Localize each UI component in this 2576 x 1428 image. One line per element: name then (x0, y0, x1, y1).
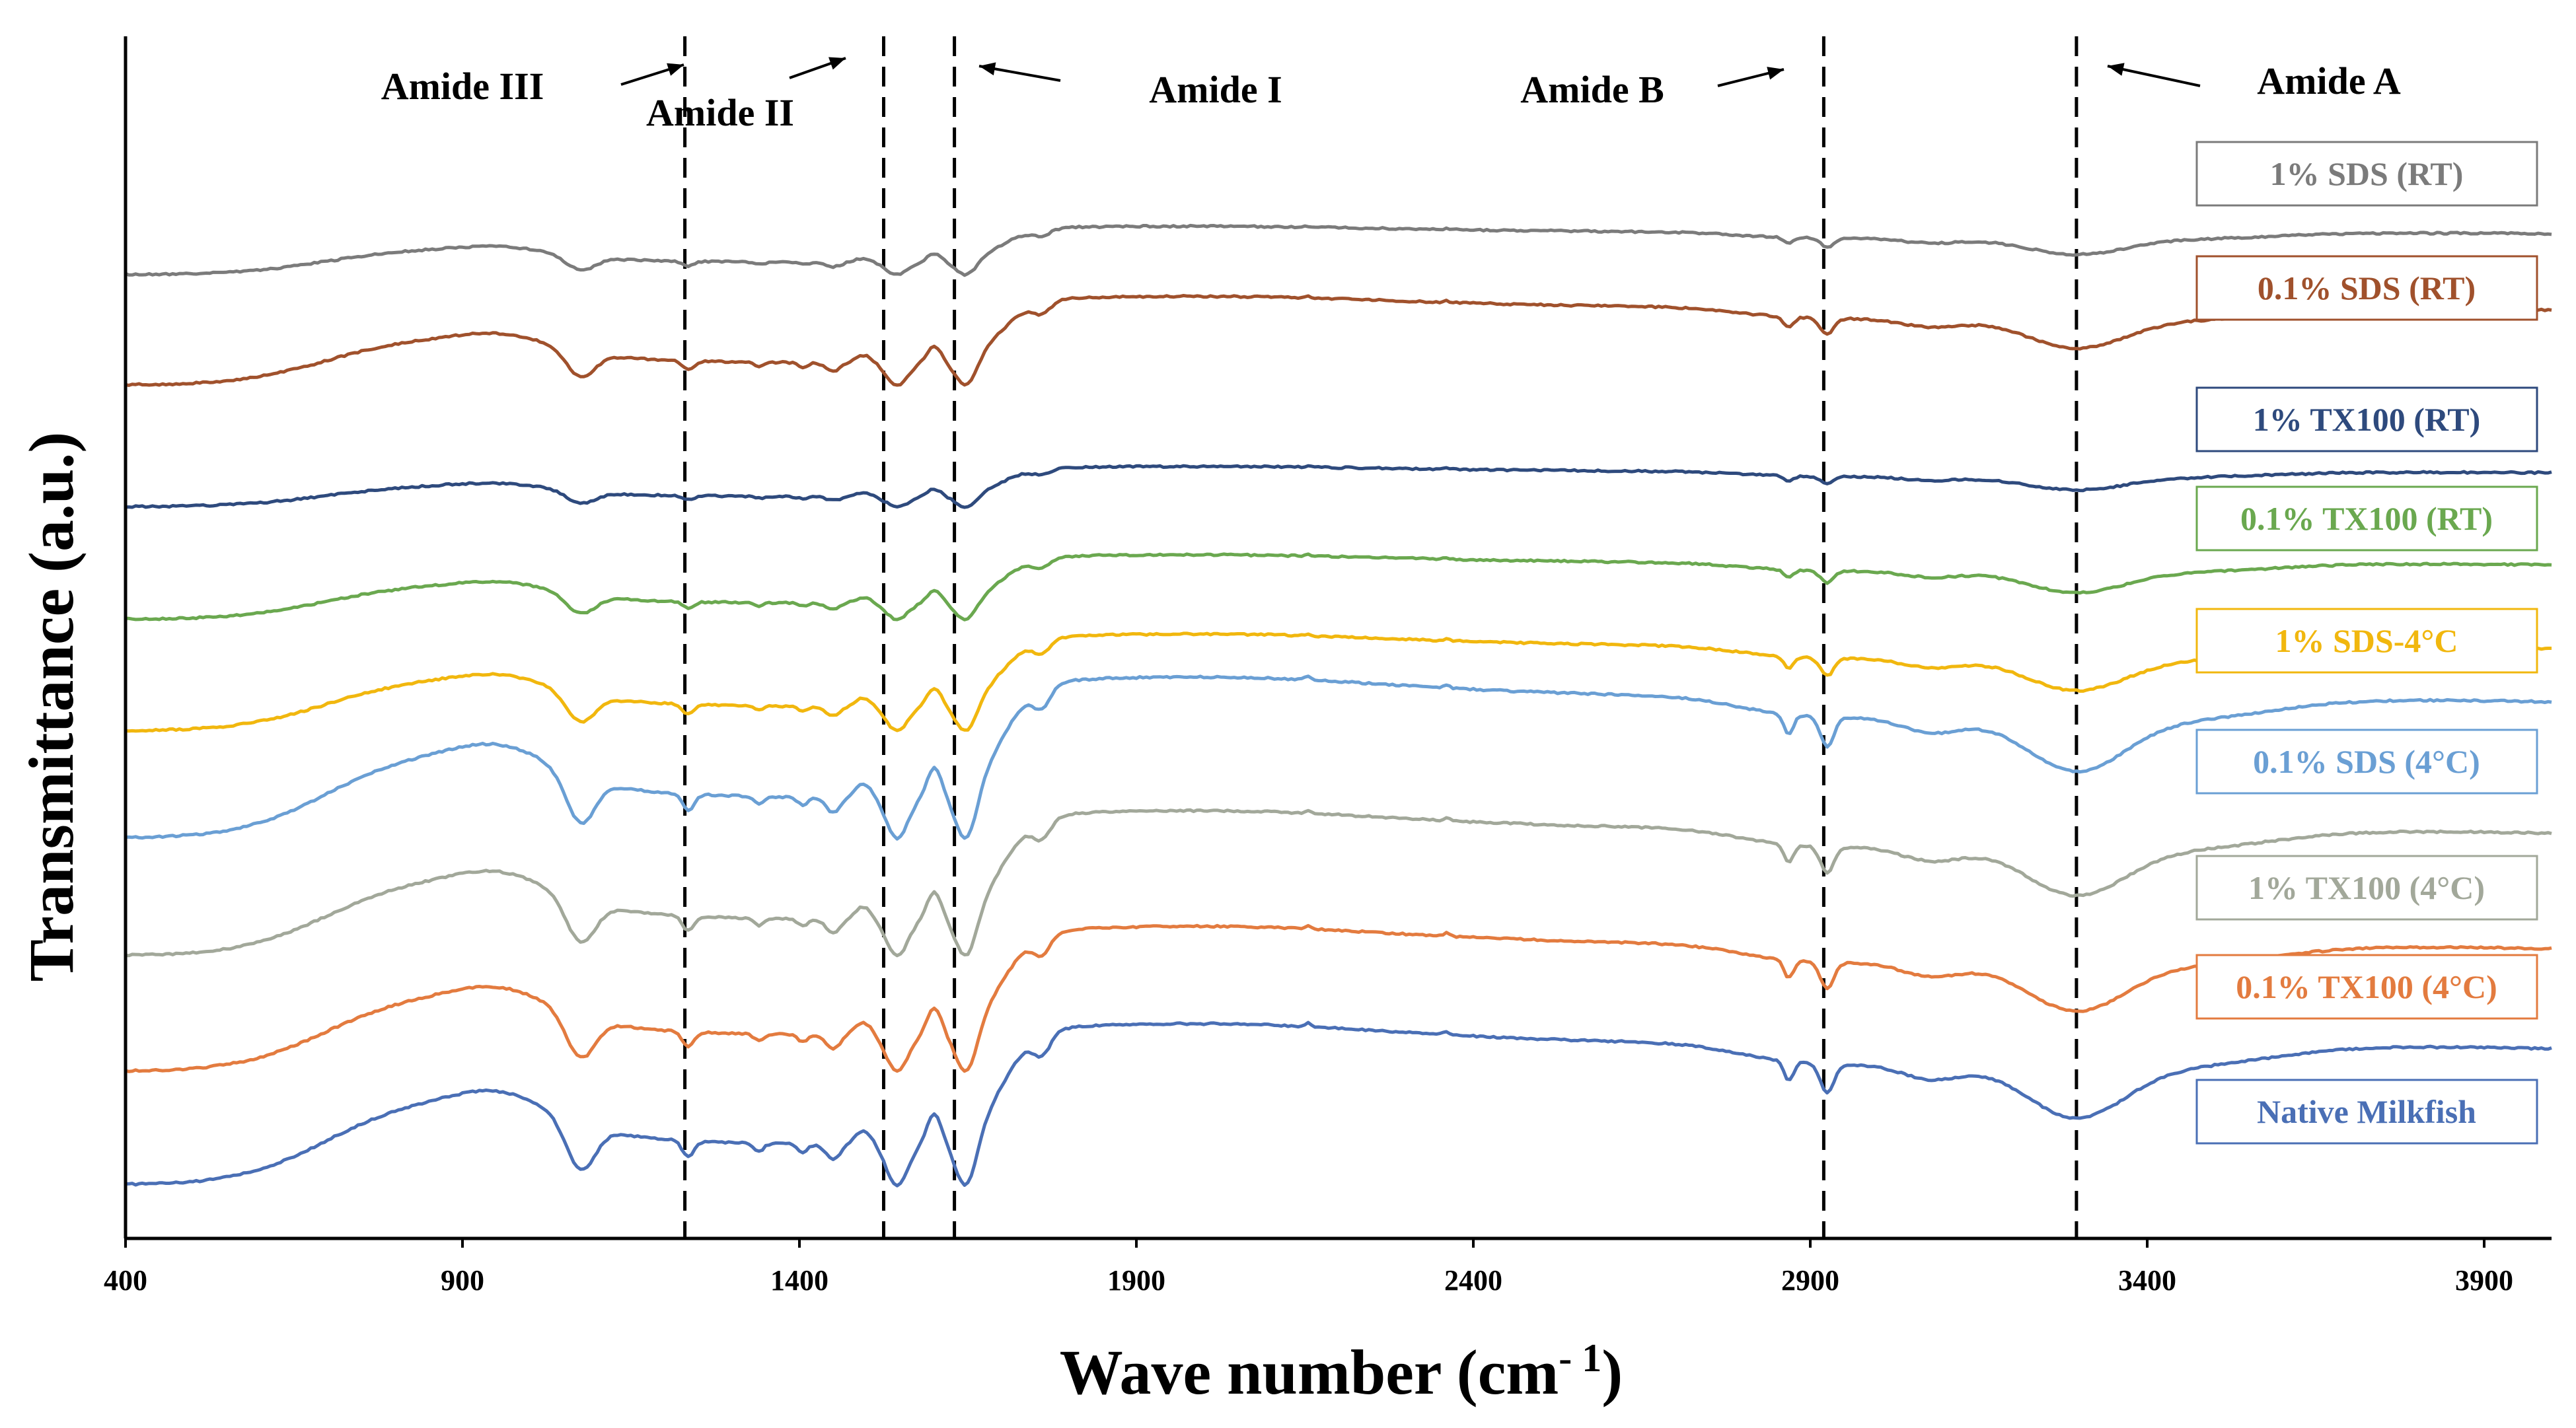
y-axis-title: Transmittance (a.u.) (16, 432, 87, 982)
series-line (125, 294, 2552, 387)
amide-label: Amide III (381, 65, 544, 108)
legend-label: 1% TX100 (4°C) (2248, 869, 2485, 906)
amide-label: Amide I (1149, 68, 1282, 111)
amide-arrow-head (667, 63, 684, 76)
x-tick-label: 1400 (770, 1264, 828, 1297)
band-markers (683, 36, 2079, 1238)
series-line (126, 674, 2552, 841)
series-group (125, 223, 2552, 1188)
legend-label: 0.1% SDS (RT) (2258, 269, 2476, 306)
x-axis-title-main: Wave number (cm (1060, 1337, 1559, 1408)
amide-arrow-head (1767, 67, 1784, 80)
series-line (125, 1020, 2552, 1188)
legend-label: 1% SDS-4°C (2275, 622, 2458, 659)
x-tick-label: 3900 (2455, 1264, 2513, 1297)
legend-box (2195, 386, 2538, 452)
series-line (125, 631, 2552, 733)
series-line (125, 808, 2552, 958)
x-tick-label: 1900 (1107, 1264, 1165, 1297)
legend-box (2195, 485, 2538, 552)
amide-arrow-head (828, 57, 846, 70)
legend-label: 1% SDS (RT) (2270, 155, 2464, 192)
amide-arrow-head (2108, 63, 2125, 76)
amide-arrow-head (979, 62, 996, 76)
series-line (125, 223, 2552, 277)
x-axis-title-sup: - 1 (1559, 1336, 1601, 1380)
amide-label: Amide A (2257, 59, 2401, 102)
legend-box (2195, 255, 2538, 321)
legend-label: 0.1% TX100 (4°C) (2236, 968, 2497, 1005)
legend-box (2195, 1079, 2538, 1145)
annotations: Amide III Amide II Amide I Amide B Amide A (381, 57, 2401, 134)
legend-label: Native Milkfish (2257, 1093, 2476, 1130)
x-tick-label: 2900 (1781, 1264, 1839, 1297)
legend-label: 1% TX100 (RT) (2253, 401, 2481, 438)
legend-box (2195, 954, 2538, 1020)
legend-label: 0.1% TX100 (RT) (2240, 500, 2493, 537)
x-tick-label: 900 (441, 1264, 484, 1297)
x-tick-label: 2400 (1444, 1264, 1502, 1297)
amide-label: Amide II (646, 91, 794, 134)
x-tick-label: 400 (104, 1264, 147, 1297)
legend-label: 0.1% SDS (4°C) (2253, 743, 2480, 780)
series-line (125, 923, 2552, 1073)
x-axis-title: Wave number (cm- 1) (1060, 1336, 1623, 1408)
legend-box (2195, 729, 2538, 795)
series-line (126, 464, 2552, 509)
legend: 1% SDS (RT) 0.1% SDS (RT) 1% TX100 (RT) 0.1… (2195, 141, 2538, 1145)
x-ticks: 400 900 1400 1900 2400 2900 3400 3900 (104, 1238, 2513, 1297)
x-axis-title-close: ) (1601, 1337, 1623, 1408)
series-line (125, 552, 2552, 622)
legend-box (2195, 141, 2538, 207)
amide-label: Amide B (1520, 68, 1664, 111)
legend-box (2195, 608, 2538, 674)
legend-box (2195, 855, 2538, 921)
x-tick-label: 3400 (2118, 1264, 2176, 1297)
